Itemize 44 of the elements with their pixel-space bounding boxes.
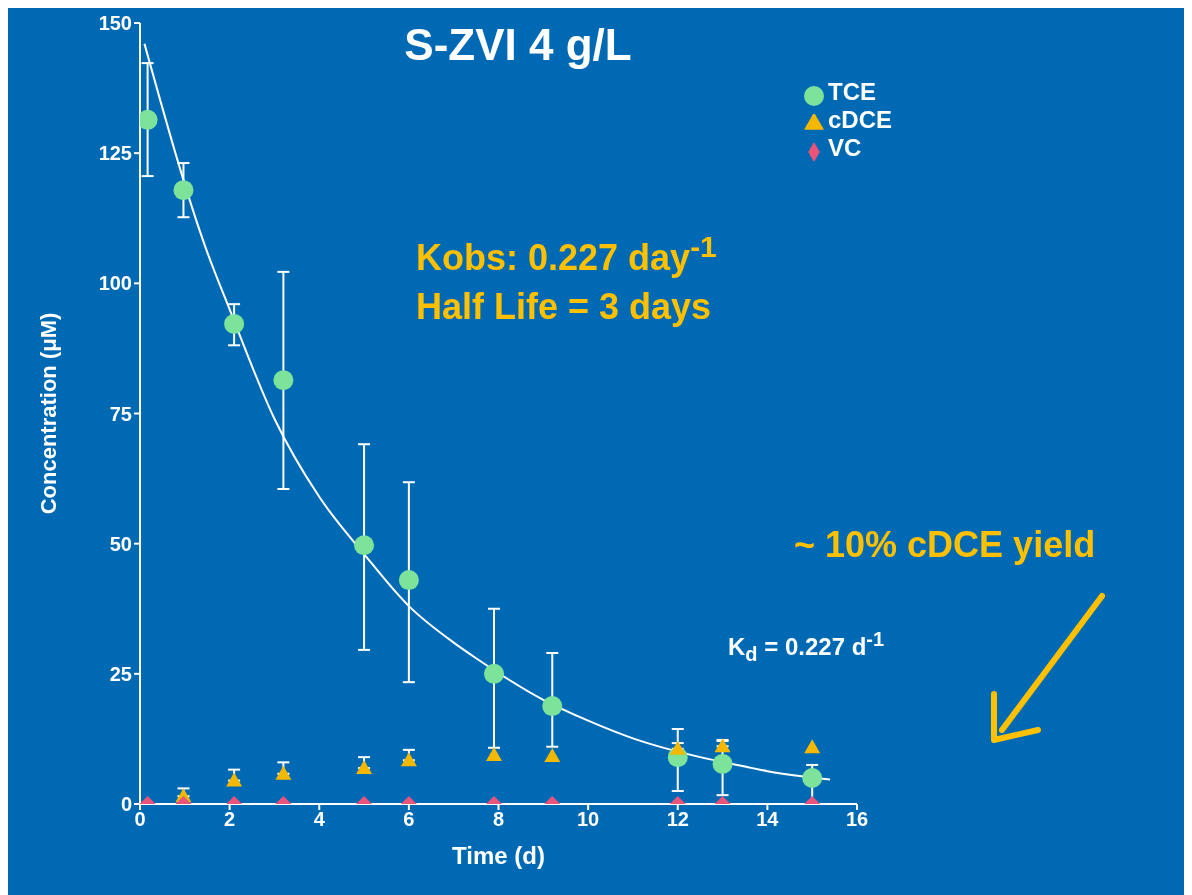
point bbox=[356, 760, 373, 775]
annotation: Kobs: 0.227 day$^{-1}$ bbox=[416, 230, 717, 279]
point bbox=[273, 370, 294, 391]
x-tick-label: 2 bbox=[224, 808, 236, 831]
legend-label: TCE bbox=[828, 78, 876, 105]
annotation: Half Life = 3 days bbox=[416, 286, 712, 328]
annotation: K$_{d}$ = 0.227 d$^{-1}$ bbox=[728, 628, 885, 666]
point bbox=[712, 753, 733, 774]
point bbox=[173, 180, 194, 201]
point bbox=[542, 696, 563, 717]
x-tick-label: 10 bbox=[577, 808, 600, 831]
x-tick-label: 8 bbox=[492, 808, 505, 831]
point bbox=[714, 738, 731, 753]
y-axis-title: Concentration (μM) bbox=[35, 312, 61, 515]
x-axis-title: Time (d) bbox=[452, 842, 545, 869]
x-tick-label: 4 bbox=[313, 808, 326, 831]
point bbox=[484, 663, 505, 684]
point bbox=[544, 748, 561, 763]
chart-title: S-ZVI 4 g/L bbox=[403, 20, 633, 70]
y-tick-label: 150 bbox=[98, 12, 132, 35]
point bbox=[275, 765, 292, 780]
y-tick-label: 50 bbox=[109, 532, 132, 555]
x-tick-label: 14 bbox=[756, 808, 780, 831]
annotation: ~ 10% cDCE yield bbox=[794, 524, 1096, 566]
point bbox=[398, 570, 419, 591]
x-tick-label: 12 bbox=[666, 808, 689, 831]
y-tick-label: 125 bbox=[98, 142, 132, 165]
legend-label: VC bbox=[828, 134, 862, 161]
x-tick-label: 16 bbox=[845, 808, 869, 831]
point bbox=[804, 739, 821, 754]
y-tick-label: 0 bbox=[120, 793, 132, 816]
point bbox=[669, 740, 686, 755]
y-tick-label: 100 bbox=[98, 272, 132, 295]
y-tick-label: 25 bbox=[109, 662, 132, 685]
point bbox=[400, 752, 417, 767]
y-tick-label: 75 bbox=[109, 402, 132, 425]
point bbox=[802, 767, 823, 788]
point bbox=[354, 535, 375, 556]
point bbox=[224, 313, 245, 334]
point bbox=[226, 772, 243, 787]
x-tick-label: 0 bbox=[134, 808, 146, 831]
x-tick-label: 6 bbox=[403, 808, 415, 831]
legend-label: cDCE bbox=[828, 106, 893, 133]
point bbox=[486, 747, 503, 762]
